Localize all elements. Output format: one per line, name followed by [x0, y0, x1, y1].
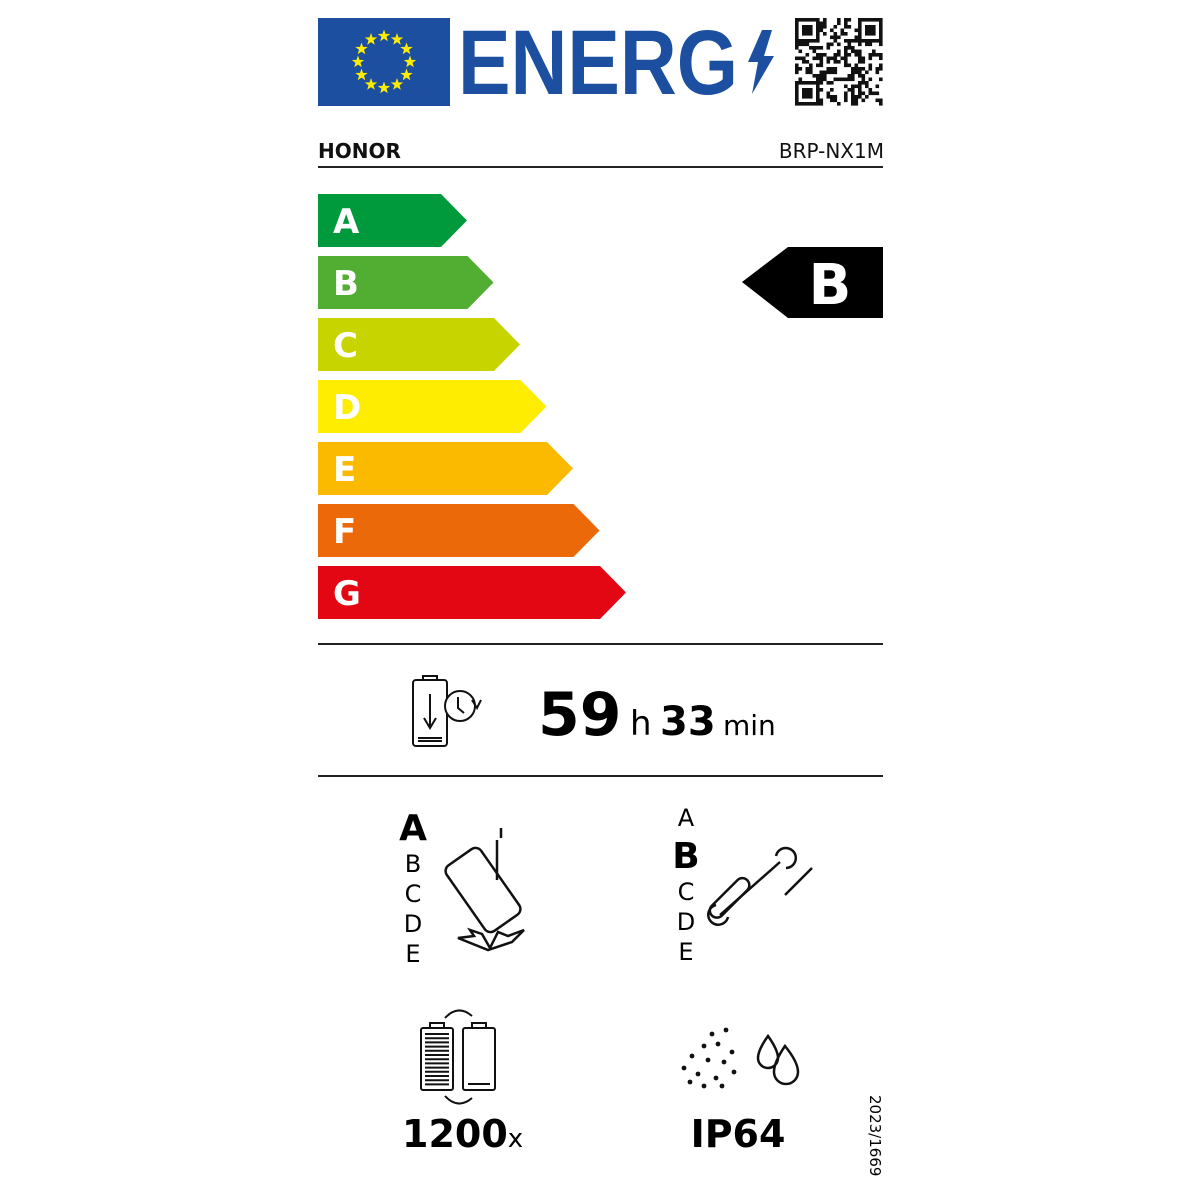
- dust-water-icon: [681, 1027, 800, 1089]
- endurance-minutes: 33: [660, 699, 716, 745]
- energy-class-b: B: [318, 256, 494, 309]
- supplier-name: HONOR: [318, 139, 401, 163]
- star-icon: [351, 55, 365, 68]
- cycles-number: 1200: [402, 1112, 508, 1156]
- energy-class-label: A: [333, 202, 360, 242]
- class-letter: E: [405, 940, 420, 968]
- energy-class-label: B: [333, 264, 359, 304]
- star-icon: [390, 78, 404, 90]
- energy-class-label: C: [333, 326, 358, 366]
- lightning-icon: [748, 30, 774, 94]
- rating-letter: B: [809, 253, 852, 318]
- energy-class-d: D: [318, 380, 547, 433]
- star-icon: [403, 55, 417, 68]
- star-icon: [364, 78, 378, 90]
- endurance-hours: 59: [538, 680, 622, 750]
- star-icon: [355, 68, 368, 81]
- eu-flag-icon: [318, 18, 450, 106]
- cycles-unit: x: [508, 1124, 523, 1154]
- star-icon: [377, 29, 391, 42]
- star-icon: [364, 33, 378, 45]
- phone-drop-icon: [444, 828, 525, 952]
- qr-code-icon[interactable]: [795, 18, 883, 106]
- endurance-value: 59 h 33 min: [538, 680, 776, 750]
- energy-class-label: D: [333, 388, 361, 428]
- star-icon: [390, 33, 404, 45]
- energy-class-c: C: [318, 318, 520, 371]
- class-letter: D: [404, 910, 422, 938]
- class-letter: C: [678, 878, 695, 906]
- rating-arrow: B: [742, 247, 883, 318]
- class-letter: E: [678, 938, 693, 966]
- battery-cycles-value: 1200x: [402, 1112, 523, 1156]
- tools-icon: [707, 846, 813, 926]
- class-letter: B: [672, 836, 699, 877]
- class-letter: D: [677, 908, 695, 936]
- class-letter: B: [405, 850, 421, 878]
- energy-class-label: F: [333, 512, 356, 552]
- regulation-number: 2023/1669: [866, 1095, 884, 1176]
- battery-cycles-icon: [420, 1009, 496, 1105]
- star-icon: [377, 81, 391, 94]
- energy-logo-text: ENERG: [458, 12, 738, 114]
- energy-class-e: E: [318, 442, 573, 495]
- ip-rating: IP64: [691, 1112, 786, 1156]
- model-identifier: BRP-NX1M: [779, 139, 884, 163]
- battery-endurance-icon: [412, 675, 482, 747]
- energy-class-g: G: [318, 566, 626, 619]
- class-letter: A: [678, 804, 695, 832]
- energy-class-f: F: [318, 504, 600, 557]
- endurance-minutes-unit: min: [723, 709, 776, 742]
- energy-class-a: A: [318, 194, 467, 247]
- endurance-hours-unit: h: [630, 704, 652, 744]
- class-letter: A: [399, 808, 427, 849]
- energy-class-label: G: [333, 574, 361, 614]
- star-icon: [400, 68, 413, 81]
- class-letter: C: [405, 880, 422, 908]
- star-icon: [400, 42, 413, 55]
- energy-class-label: E: [333, 450, 356, 490]
- star-icon: [355, 42, 368, 55]
